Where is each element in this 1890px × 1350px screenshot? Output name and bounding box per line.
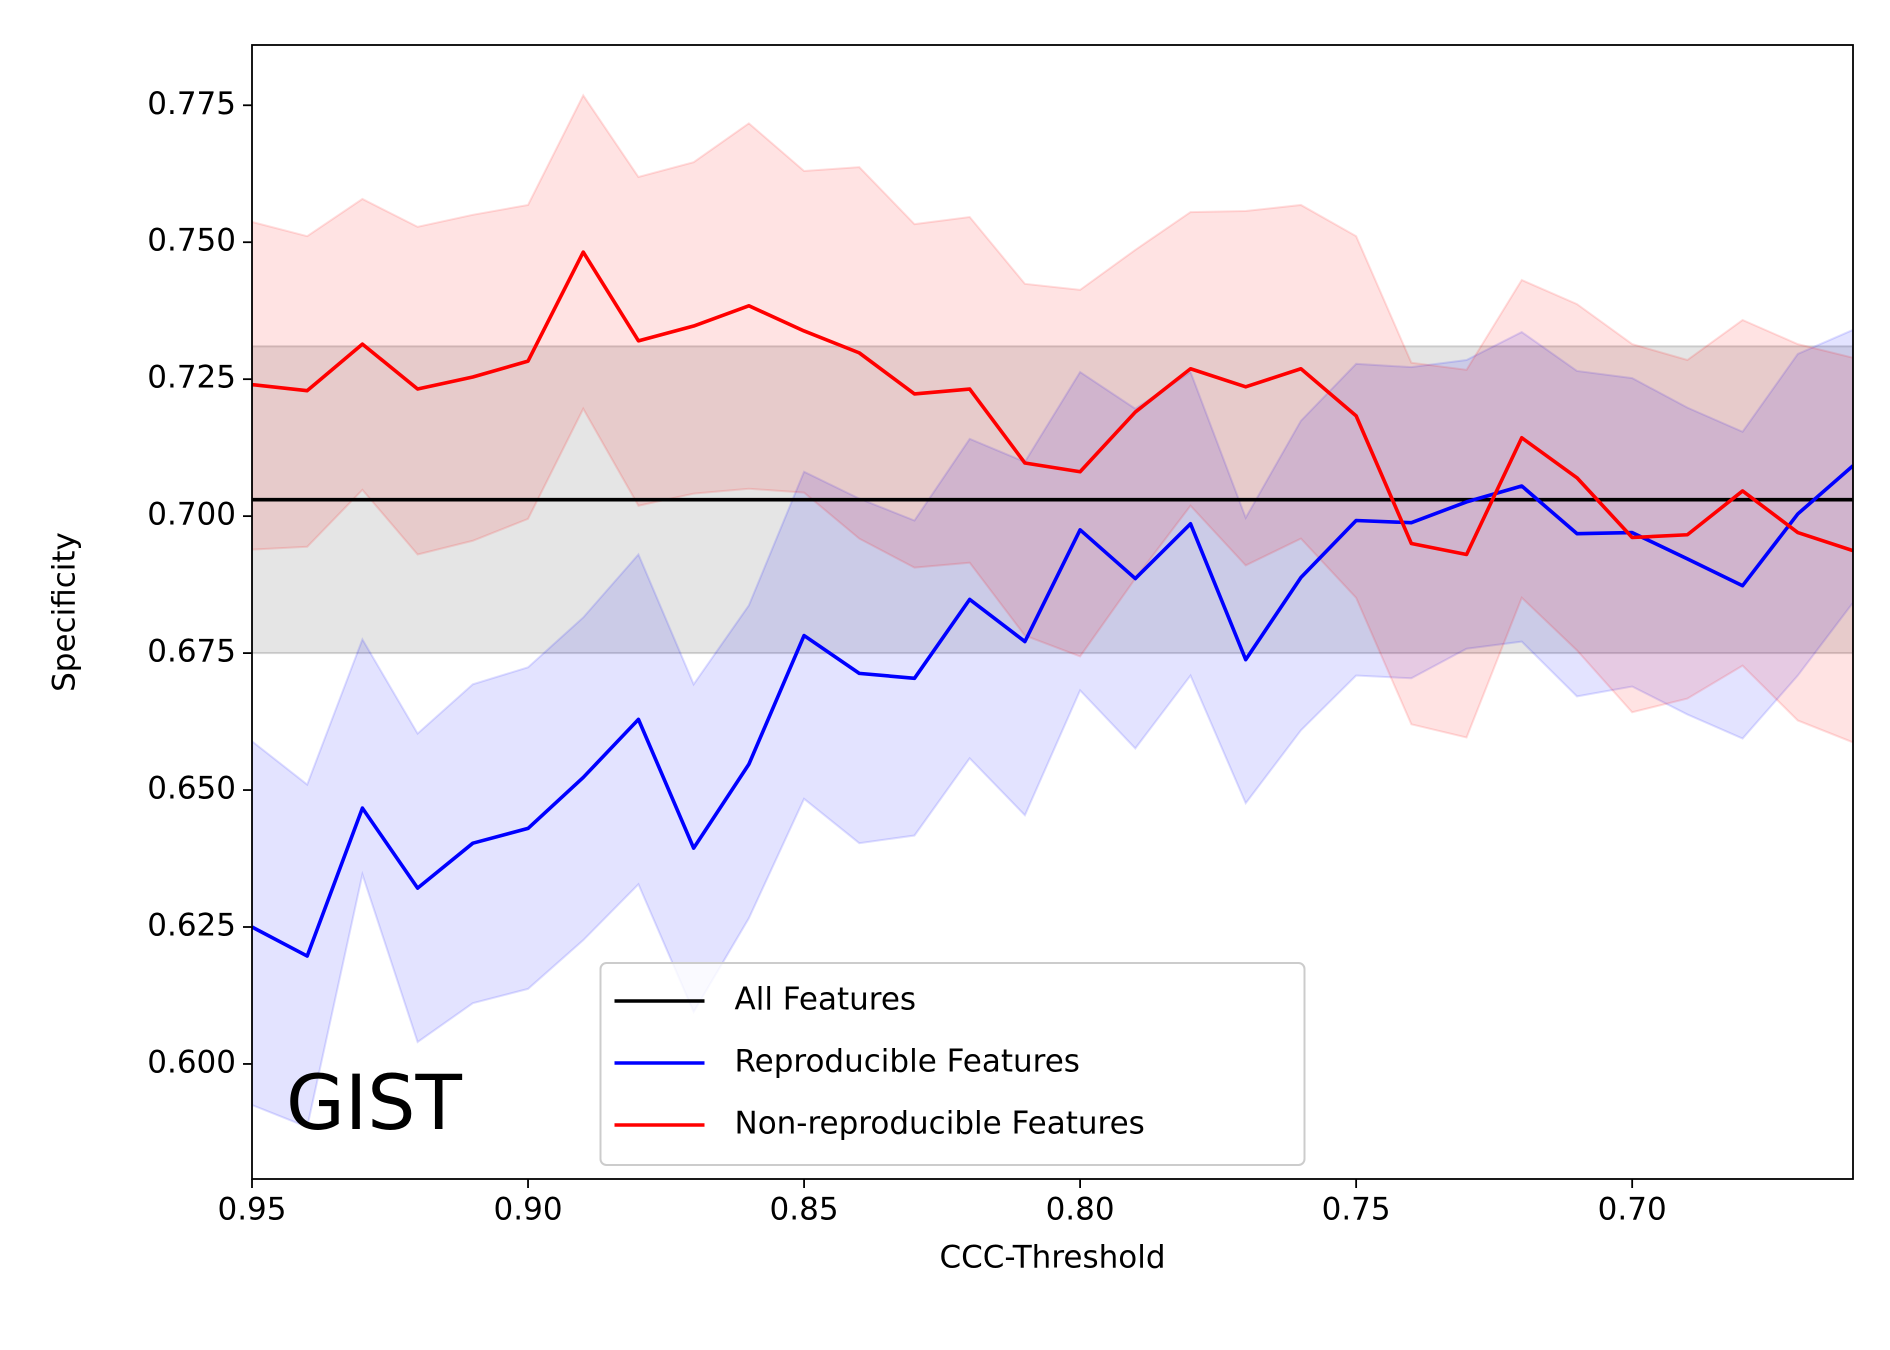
series-line: [252, 250, 1853, 557]
y-tick-label: 0.625: [147, 908, 236, 944]
y-tick-label: 0.600: [147, 1044, 236, 1080]
series-line: [252, 464, 1853, 958]
plot-area: [252, 93, 1853, 1129]
confidence-band: [252, 328, 1853, 1129]
y-tick-label: 0.650: [147, 771, 236, 807]
y-tick-label: 0.675: [147, 634, 236, 670]
legend-label: Non-reproducible Features: [735, 1106, 1145, 1142]
y-axis-label: Specificity: [47, 532, 83, 692]
y-tick-label: 0.700: [147, 497, 236, 533]
x-tick-label: 0.90: [494, 1192, 563, 1228]
x-axis-label: CCC-Threshold: [939, 1240, 1165, 1276]
y-tick-label: 0.775: [147, 86, 236, 122]
legend-box: [599, 962, 1306, 1166]
legend: All Features Reproducible Features Non-rep…: [599, 962, 1306, 1166]
legend-label: All Features: [735, 982, 917, 1018]
x-tick-label: 0.80: [1046, 1192, 1115, 1228]
legend-label: Reproducible Features: [735, 1044, 1080, 1080]
x-tick-label: 0.70: [1598, 1192, 1667, 1228]
x-tick-label: 0.85: [770, 1192, 839, 1228]
y-tick-label: 0.750: [147, 223, 236, 259]
axes-frame: [251, 44, 1854, 1180]
y-tick-label: 0.725: [147, 360, 236, 396]
confidence-band: [252, 93, 1853, 744]
annotation: GIST: [286, 1058, 463, 1147]
x-tick-label: 0.95: [217, 1192, 286, 1228]
x-tick-label: 0.75: [1322, 1192, 1391, 1228]
